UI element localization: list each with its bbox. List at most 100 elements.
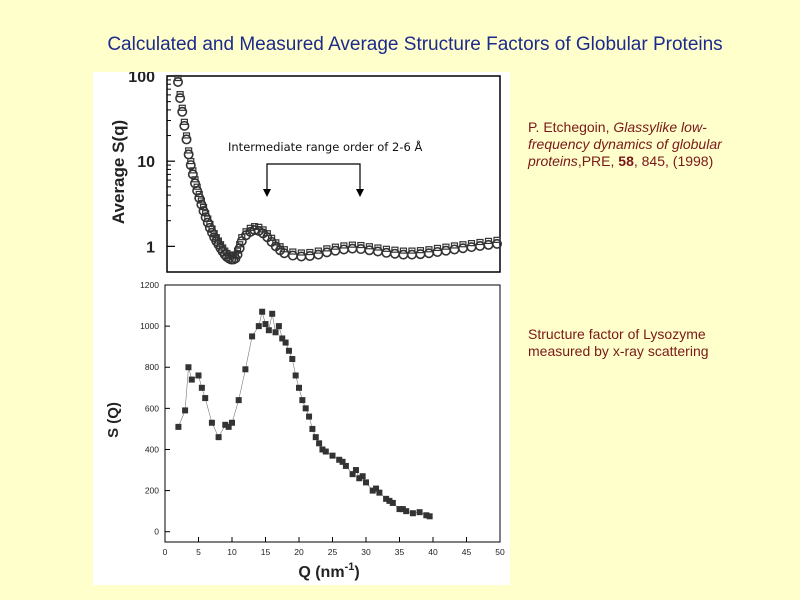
top-y-tick-label: 100	[128, 72, 155, 86]
bottom-data-point	[403, 508, 410, 515]
bottom-x-tick-label: 50	[495, 547, 505, 557]
bottom-data-point	[175, 423, 182, 430]
top-data-point-square	[433, 244, 442, 252]
top-data-point-square	[331, 243, 339, 250]
top-data-point-square	[212, 234, 220, 241]
top-data-point-square	[199, 203, 208, 211]
bottom-data-point	[426, 513, 433, 520]
top-annotation-bracket	[266, 163, 361, 195]
bottom-data-point	[259, 308, 266, 315]
bottom-data-point	[376, 489, 383, 496]
top-data-point	[179, 120, 190, 131]
top-data-point-square	[297, 249, 305, 256]
top-data-point-square	[425, 246, 433, 253]
bottom-data-point	[285, 347, 292, 354]
top-data-point-square	[382, 245, 391, 252]
top-data-point	[175, 93, 186, 104]
top-data-point-square	[180, 118, 188, 125]
bottom-chart-frame	[164, 284, 501, 543]
bottom-data-point	[316, 440, 323, 447]
top-data-point-square	[493, 236, 501, 243]
bottom-x-tick-label: 10	[227, 547, 237, 557]
bottom-data-point	[202, 395, 209, 402]
top-annotation-text: Intermediate range order of 2-6 Å	[228, 139, 422, 154]
top-data-point-square	[210, 230, 218, 237]
bottom-data-point	[322, 448, 329, 455]
top-data-point-square	[289, 248, 297, 255]
bottom-data-point	[222, 421, 229, 428]
bottom-data-point	[255, 323, 262, 330]
bottom-data-point	[182, 407, 189, 414]
top-data-point-square	[476, 238, 484, 246]
top-data-point	[177, 106, 188, 117]
top-data-point-square	[214, 237, 223, 244]
bottom-x-tick-label: 45	[462, 547, 472, 557]
top-data-point-square	[365, 243, 373, 250]
bottom-data-point	[423, 512, 430, 519]
top-data-point-square	[195, 190, 203, 198]
top-data-point	[234, 243, 245, 254]
top-data-point	[185, 160, 196, 171]
top-data-point-square	[216, 241, 225, 248]
top-data-point-square	[272, 239, 280, 246]
bottom-data-point	[279, 335, 286, 342]
top-data-point-square	[467, 240, 476, 247]
bottom-data-point	[195, 372, 202, 379]
top-data-point	[491, 238, 502, 249]
bottom-data-point	[329, 452, 336, 459]
bottom-data-point	[369, 487, 376, 494]
reference-citation: P. Etchegoin, Glassylike low-frequency d…	[528, 119, 768, 170]
top-data-point	[207, 227, 218, 238]
bottom-data-point	[292, 372, 299, 379]
bottom-data-point	[339, 458, 346, 465]
top-data-point-square	[314, 247, 322, 254]
bottom-data-point	[389, 499, 396, 506]
bottom-x-tick-label: 5	[196, 547, 201, 557]
bottom-y-tick-label: 800	[145, 362, 159, 372]
bottom-data-point	[409, 510, 416, 517]
top-data-point-square	[231, 251, 240, 258]
bottom-data-point	[235, 397, 242, 404]
bottom-series-line	[178, 311, 430, 517]
top-data-point-square	[459, 241, 467, 248]
top-data-point-square	[187, 157, 195, 165]
top-annotation-arrow-left	[263, 189, 271, 197]
bottom-data-point	[356, 475, 363, 482]
bottom-data-point	[272, 329, 279, 336]
bottom-y-tick-label: 400	[145, 444, 159, 454]
bottom-data-point	[373, 485, 380, 492]
top-data-point-square	[182, 132, 191, 139]
bottom-data-point	[215, 434, 222, 441]
bottom-y-axis-label: S (Q)	[105, 402, 122, 438]
reference-pages-year: , 845, (1998)	[633, 153, 714, 169]
bottom-data-point	[242, 366, 249, 373]
top-data-point	[204, 222, 215, 233]
bottom-y-tick-label: 600	[145, 403, 159, 413]
top-data-point	[181, 134, 192, 145]
top-data-point-square	[197, 197, 205, 204]
top-annotation-arrow-right	[356, 189, 364, 197]
top-data-point-square	[450, 242, 459, 249]
top-data-point-square	[259, 226, 267, 233]
bottom-data-point	[289, 356, 296, 363]
top-data-point-square	[340, 242, 348, 249]
top-data-point-square	[416, 247, 425, 254]
bottom-data-point	[336, 456, 343, 463]
top-data-point-square	[306, 248, 314, 256]
bottom-x-tick-label: 35	[395, 547, 405, 557]
bottom-data-point	[399, 506, 406, 513]
top-data-point-square	[267, 234, 276, 241]
top-data-point-square	[263, 230, 271, 237]
bottom-data-point	[265, 327, 272, 334]
top-data-point	[249, 225, 260, 236]
top-data-point-square	[176, 91, 184, 98]
top-data-point-square	[233, 247, 242, 254]
reference-author: P. Etchegoin,	[528, 119, 614, 135]
bottom-data-point	[198, 384, 205, 391]
bottom-x-tick-label: 20	[294, 547, 304, 557]
top-y-tick-label: 10	[137, 154, 155, 171]
top-data-point	[232, 249, 243, 260]
bottom-data-point	[296, 384, 302, 391]
top-data-point-square	[219, 244, 227, 251]
